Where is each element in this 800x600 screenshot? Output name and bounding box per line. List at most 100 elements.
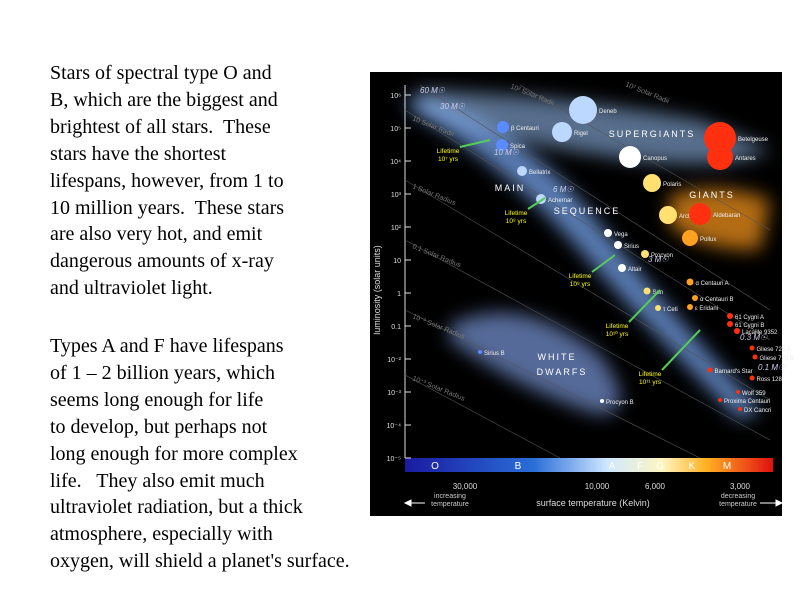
temperature: 10,000 <box>585 482 610 491</box>
spectral-class: M <box>723 461 731 472</box>
star-label: Wolf 359 <box>742 391 766 397</box>
star <box>600 399 604 403</box>
y-label: 10⁴ <box>390 159 401 166</box>
y-label: 10³ <box>391 192 402 199</box>
mass-label: 30 M☉ <box>440 102 466 111</box>
y-label: 10⁻⁴ <box>387 423 402 430</box>
radius-line <box>419 84 771 311</box>
star <box>734 328 740 334</box>
y-label: 10² <box>391 225 402 232</box>
temperature: 3,000 <box>730 482 751 491</box>
star-label: α Centauri B <box>700 297 733 303</box>
lifetime-label: 10¹¹ yrs <box>639 379 662 386</box>
star-label: Gliese 725 B <box>760 356 794 362</box>
radius-line <box>404 309 701 459</box>
lifetime-line <box>459 139 491 148</box>
star-label: Barnard's Star <box>715 369 753 375</box>
decreasing-label: decreasing <box>721 493 755 500</box>
lifetime-label: 10⁷ yrs <box>438 156 459 163</box>
star <box>643 287 651 295</box>
text-line: dangerous amounts of x-ray <box>50 250 274 273</box>
lifetime-line <box>527 197 546 210</box>
radius-line <box>519 84 771 231</box>
star-label: 61 Cygni A <box>735 315 764 321</box>
lifetime-label: Lifetime <box>437 148 460 155</box>
star <box>727 321 733 327</box>
star-label: Vega <box>614 232 628 238</box>
lifetime-line <box>628 289 661 323</box>
region-label: SEQUENCE <box>554 206 621 216</box>
star <box>618 264 626 272</box>
text-line: seems long enough for life <box>50 388 264 411</box>
star <box>641 250 649 258</box>
text-line: stars have the shortest <box>50 142 227 165</box>
star-label: DX Cancri <box>744 408 771 414</box>
text-line: of 1 – 2 billion years, which <box>50 361 275 384</box>
star-label: Procyon B <box>606 400 634 406</box>
star <box>517 166 527 176</box>
spectral-class: G <box>656 461 664 472</box>
star <box>749 345 755 351</box>
star-label: Polaris <box>663 182 681 188</box>
radius-line <box>404 109 771 341</box>
star <box>707 367 713 373</box>
lifetime-label: 10¹⁰ yrs <box>606 330 629 338</box>
text-line: are also very hot, and emit <box>50 223 263 246</box>
temperature: 6,000 <box>645 482 666 491</box>
text-line: Types A and F have lifespans <box>50 335 284 357</box>
text-line: brightest of all stars. These <box>50 115 271 138</box>
star-label: Spica <box>510 144 526 150</box>
y-label: 10 <box>393 258 401 265</box>
star-label: Aldebaran <box>713 213 740 219</box>
text-line: atmosphere, especially with <box>50 523 273 546</box>
star <box>718 398 722 402</box>
y-label: 10⁶ <box>390 93 401 100</box>
star <box>552 122 572 142</box>
star <box>478 350 482 354</box>
y-label: 10⁻³ <box>387 390 401 397</box>
star <box>687 304 693 310</box>
y-label: 10⁵ <box>390 126 401 133</box>
star <box>738 407 742 411</box>
star <box>655 305 661 311</box>
star <box>614 241 622 249</box>
increasing-label: temperature <box>431 501 469 508</box>
region-label: DWARFS <box>537 367 588 377</box>
text-line: to develop, but perhaps not <box>50 415 268 438</box>
star <box>727 313 733 319</box>
star-label: Gliese 725 A <box>757 347 791 353</box>
left-arrow <box>403 499 425 507</box>
star <box>604 229 612 237</box>
y-label: 1 <box>397 291 401 298</box>
radius-line <box>404 374 561 459</box>
spectral-class: B <box>515 461 522 472</box>
star-label: ε Eridani <box>695 306 718 312</box>
star <box>659 206 677 224</box>
text-line: long enough for more complex <box>50 442 298 465</box>
star-label: Rigel <box>574 131 588 137</box>
star <box>682 230 698 246</box>
star <box>707 144 733 170</box>
region-label: WHITE <box>538 352 577 362</box>
star-label: Betelgeuse <box>738 137 769 143</box>
star <box>496 139 508 151</box>
star-label: Achernar <box>548 198 572 204</box>
star <box>749 375 755 381</box>
y-label: 0.1 <box>391 324 401 331</box>
mass-label: 6 M☉ <box>553 185 574 194</box>
text-line: oxygen, will shield a planet's surface. <box>50 550 350 573</box>
star <box>704 122 736 154</box>
star-label: β Centauri <box>511 126 539 132</box>
star <box>752 354 758 360</box>
lifetime-label: Lifetime <box>505 210 528 217</box>
star-label: Deneb <box>599 109 617 115</box>
text-line: Stars of spectral type O and <box>50 62 272 84</box>
star <box>686 278 694 286</box>
lifetime-label: 10⁹ yrs <box>570 281 591 288</box>
star-label: Proxima Centauri <box>724 399 770 405</box>
y-label: 10⁻⁵ <box>387 456 401 463</box>
star-label: Procyon <box>651 253 673 259</box>
x-axis-title: surface temperature (Kelvin) <box>536 498 650 508</box>
text-line: B, which are the biggest and <box>50 88 278 111</box>
